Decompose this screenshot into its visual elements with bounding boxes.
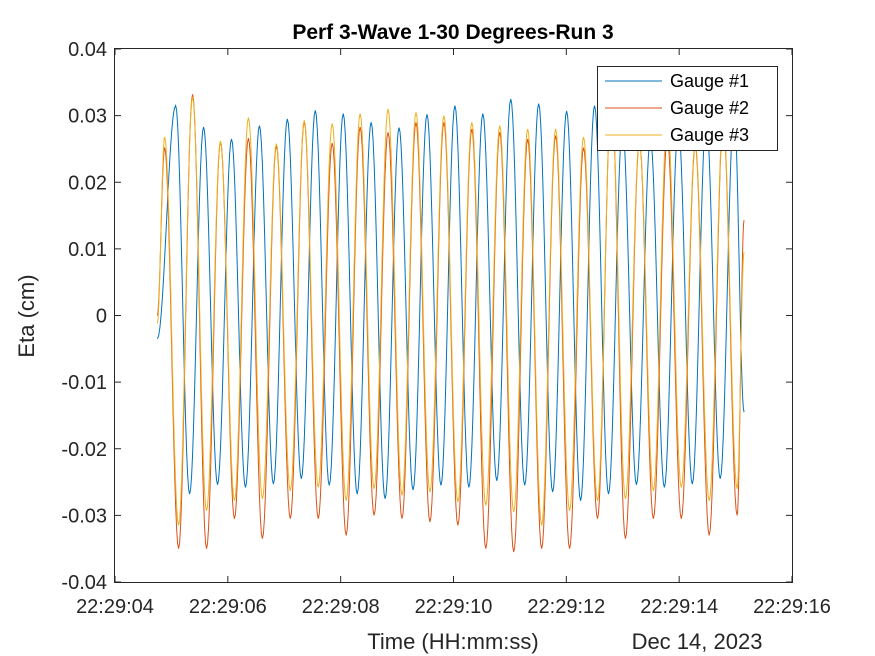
legend-label-gauge-1: Gauge #1	[670, 71, 749, 91]
series-line-gauge-3	[156, 96, 745, 526]
y-axis-label: Eta (cm)	[14, 274, 39, 357]
y-tick-label: -0.03	[61, 505, 107, 527]
x-tick-label: 22:29:12	[527, 596, 605, 618]
x-tick-label: 22:29:14	[640, 596, 718, 618]
y-tick-label: 0.04	[68, 39, 107, 61]
x-axis-date-label: Dec 14, 2023	[632, 629, 763, 654]
x-tick-label: 22:29:08	[302, 596, 380, 618]
y-tick-label: -0.02	[61, 439, 107, 461]
legend-label-gauge-2: Gauge #2	[670, 98, 749, 118]
x-tick-label: 22:29:06	[189, 596, 267, 618]
x-tick-label: 22:29:16	[753, 596, 831, 618]
legend: Gauge #1 Gauge #2 Gauge #3	[597, 66, 778, 151]
y-tick-label: 0.03	[68, 106, 107, 128]
y-tick-label: -0.01	[61, 372, 107, 394]
y-axis: -0.04 -0.03 -0.02 -0.01 0 0.01 0.02 0.03 0.04	[61, 39, 792, 594]
chart-title: Perf 3-Wave 1-30 Degrees-Run 3	[292, 21, 613, 44]
axes-box	[114, 48, 793, 583]
y-tick-label: 0	[96, 306, 107, 328]
y-tick-label: -0.04	[61, 572, 107, 594]
y-tick-label: 0.01	[68, 239, 107, 261]
y-tick-label: 0.02	[68, 172, 107, 194]
x-tick-label: 22:29:10	[415, 596, 493, 618]
x-tick-label: 22:29:04	[76, 596, 154, 618]
legend-label-gauge-3: Gauge #3	[670, 125, 749, 145]
plot-area	[156, 94, 745, 553]
x-axis-label: Time (HH:mm:ss)	[367, 629, 539, 654]
x-axis: 22:29:04 22:29:06 22:29:08 22:29:10 22:29:12…	[76, 49, 831, 618]
